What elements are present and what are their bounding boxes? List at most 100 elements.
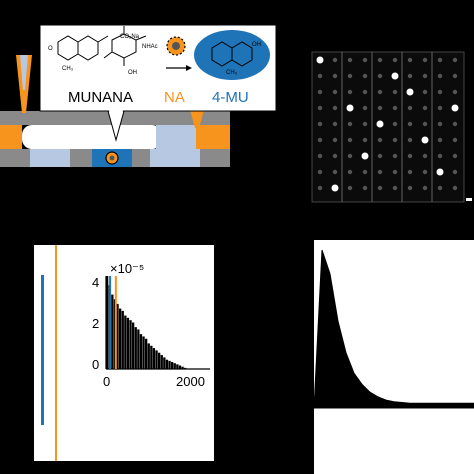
inset-histogram-bar	[106, 276, 109, 369]
microwell	[422, 89, 428, 95]
inset-histogram-bar	[142, 336, 145, 369]
microwell	[362, 137, 368, 143]
na-enzyme-core	[172, 42, 180, 50]
product-4mu-structure	[211, 41, 253, 67]
inset-histogram-bar	[181, 366, 184, 369]
inset-histogram-bar	[116, 303, 119, 369]
inset-histogram-bar	[176, 364, 179, 369]
microwell	[452, 89, 458, 95]
inset-histogram-bar	[147, 343, 150, 369]
microwell	[437, 137, 443, 143]
pipette-tip-right	[190, 110, 204, 128]
microwell	[407, 153, 413, 159]
microwell	[392, 121, 398, 127]
microwell	[437, 121, 443, 127]
inset-histogram-bar	[168, 360, 171, 369]
microwell	[407, 121, 413, 127]
microwell	[406, 88, 414, 96]
microwell	[391, 72, 399, 80]
chem-nhac-label: NHAc	[142, 44, 158, 50]
microwell-array	[316, 52, 459, 202]
inset-marker-line	[114, 276, 117, 369]
microwell	[377, 185, 383, 191]
main-blue-peak	[41, 275, 44, 425]
microwell	[347, 137, 353, 143]
microwell	[317, 169, 323, 175]
microwell	[346, 104, 354, 112]
inset-histogram-bar	[119, 308, 122, 369]
microwell	[436, 168, 444, 176]
microwell	[377, 105, 383, 111]
microwell	[437, 185, 443, 191]
reaction-arrowhead	[186, 65, 192, 71]
microwell	[407, 137, 413, 143]
callout-pointer-mask	[109, 110, 123, 137]
virus-particle-core	[109, 155, 115, 161]
well-light-1	[30, 149, 70, 167]
main-plot-area	[34, 245, 214, 461]
microwell	[451, 104, 459, 112]
microwell	[331, 184, 339, 192]
inset-histogram-bar	[165, 359, 169, 369]
microwell	[422, 169, 428, 175]
microwell	[332, 121, 338, 127]
microwell	[362, 105, 368, 111]
microwell	[362, 73, 368, 79]
microwell	[392, 105, 398, 111]
well-light-2	[150, 149, 200, 167]
inset-histogram-bar	[129, 320, 132, 369]
inset-xtick-2000: 2000	[176, 374, 205, 389]
microwell	[452, 57, 458, 63]
microwell	[437, 57, 443, 63]
microwell	[317, 121, 323, 127]
microwell	[452, 121, 458, 127]
microwell	[362, 57, 368, 63]
microwell	[332, 153, 338, 159]
microwell	[407, 73, 413, 79]
inset-histogram-bar	[145, 338, 148, 369]
inset-histogram-bar	[150, 345, 153, 369]
microwell	[437, 153, 443, 159]
orange-segment-left	[0, 125, 22, 149]
inset-histogram-bar	[184, 367, 187, 369]
microwell	[452, 153, 458, 159]
microwell	[407, 169, 413, 175]
chem-ch3-label-1: CH₃	[62, 66, 74, 72]
microwell	[317, 105, 323, 111]
microwell	[392, 169, 398, 175]
inset-marker-line	[109, 276, 112, 369]
microwell	[421, 136, 429, 144]
inset-histogram-bar	[173, 363, 176, 369]
microwell	[422, 105, 428, 111]
inset-histogram-bar	[134, 327, 137, 369]
munana-label: MUNANA	[68, 89, 133, 106]
microwell	[377, 153, 383, 159]
channel-blue-right	[156, 125, 196, 149]
microwell	[377, 57, 383, 63]
microwell	[422, 153, 428, 159]
microwell	[422, 57, 428, 63]
microwell	[332, 57, 338, 63]
munana-structure	[57, 26, 147, 66]
inset-histogram-bar	[158, 352, 161, 369]
fourmu-label: 4-MU	[212, 89, 249, 106]
inset-ytick-0: 0	[92, 357, 99, 372]
inset-markers	[109, 276, 117, 369]
microwell	[347, 153, 353, 159]
inset-exponent-label: ×10⁻⁵	[110, 261, 144, 276]
channel-white	[22, 125, 162, 149]
microwell	[392, 57, 398, 63]
inset-histogram-bar	[132, 322, 135, 369]
microwell	[347, 185, 353, 191]
microwell	[361, 152, 369, 160]
microwell	[332, 137, 338, 143]
na-label: NA	[164, 89, 185, 106]
microwell	[332, 105, 338, 111]
microwell	[332, 73, 338, 79]
microwell	[362, 185, 368, 191]
inset-histogram-bar	[126, 317, 130, 369]
microwell	[422, 121, 428, 127]
microwell	[407, 105, 413, 111]
